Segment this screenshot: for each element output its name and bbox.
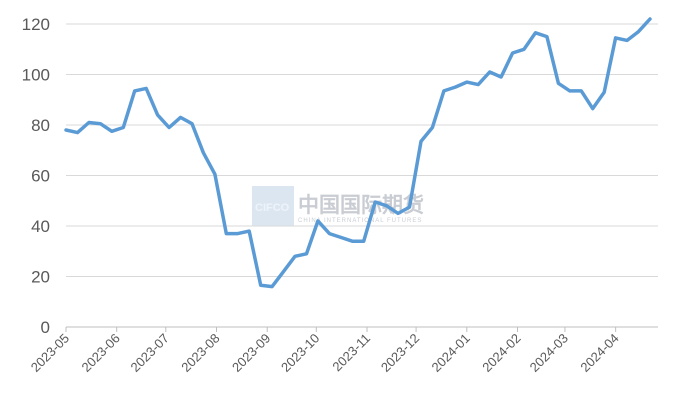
x-tick-label: 2023-10 — [278, 331, 322, 375]
plot-area — [64, 17, 652, 289]
x-tick-label: 2024-01 — [429, 331, 473, 375]
x-tick-label: 2023-12 — [378, 331, 422, 375]
x-tick-label: 2024-04 — [577, 331, 621, 375]
x-tick-label: 2023-05 — [28, 331, 72, 375]
y-tick-label: 60 — [31, 167, 50, 186]
watermark-company-name: 中国国际期货 — [298, 193, 424, 217]
x-tick-label: 2024-02 — [479, 331, 523, 375]
y-tick-label: 80 — [31, 116, 50, 135]
y-tick-label: 0 — [41, 318, 50, 337]
y-tick-label: 20 — [31, 268, 50, 287]
watermark: CIFCO 中国国际期货 CHINA INTERNATIONAL FUTURES — [252, 186, 424, 226]
y-axis: 0 20 40 60 80 100 120 — [22, 15, 50, 337]
x-tick-label: 2023-07 — [128, 331, 172, 375]
x-tick-label: 2023-08 — [178, 331, 222, 375]
x-tick-label: 2023-11 — [329, 331, 373, 375]
series-line — [64, 17, 652, 289]
x-tick-label: 2023-06 — [78, 331, 122, 375]
y-tick-label: 40 — [31, 217, 50, 236]
y-tick-label: 100 — [22, 66, 50, 85]
watermark-logo-text: CIFCO — [255, 202, 290, 214]
watermark-logo-box — [252, 186, 294, 226]
gridlines — [66, 23, 658, 277]
y-tick-label: 120 — [22, 15, 50, 34]
x-tick-label: 2023-09 — [229, 331, 273, 375]
x-axis: 2023-05 2023-06 2023-07 2023-08 2023-09 2023-… — [28, 326, 658, 375]
x-tick-label: 2024-03 — [527, 331, 571, 375]
watermark-tagline: CHINA INTERNATIONAL FUTURES — [298, 218, 422, 224]
